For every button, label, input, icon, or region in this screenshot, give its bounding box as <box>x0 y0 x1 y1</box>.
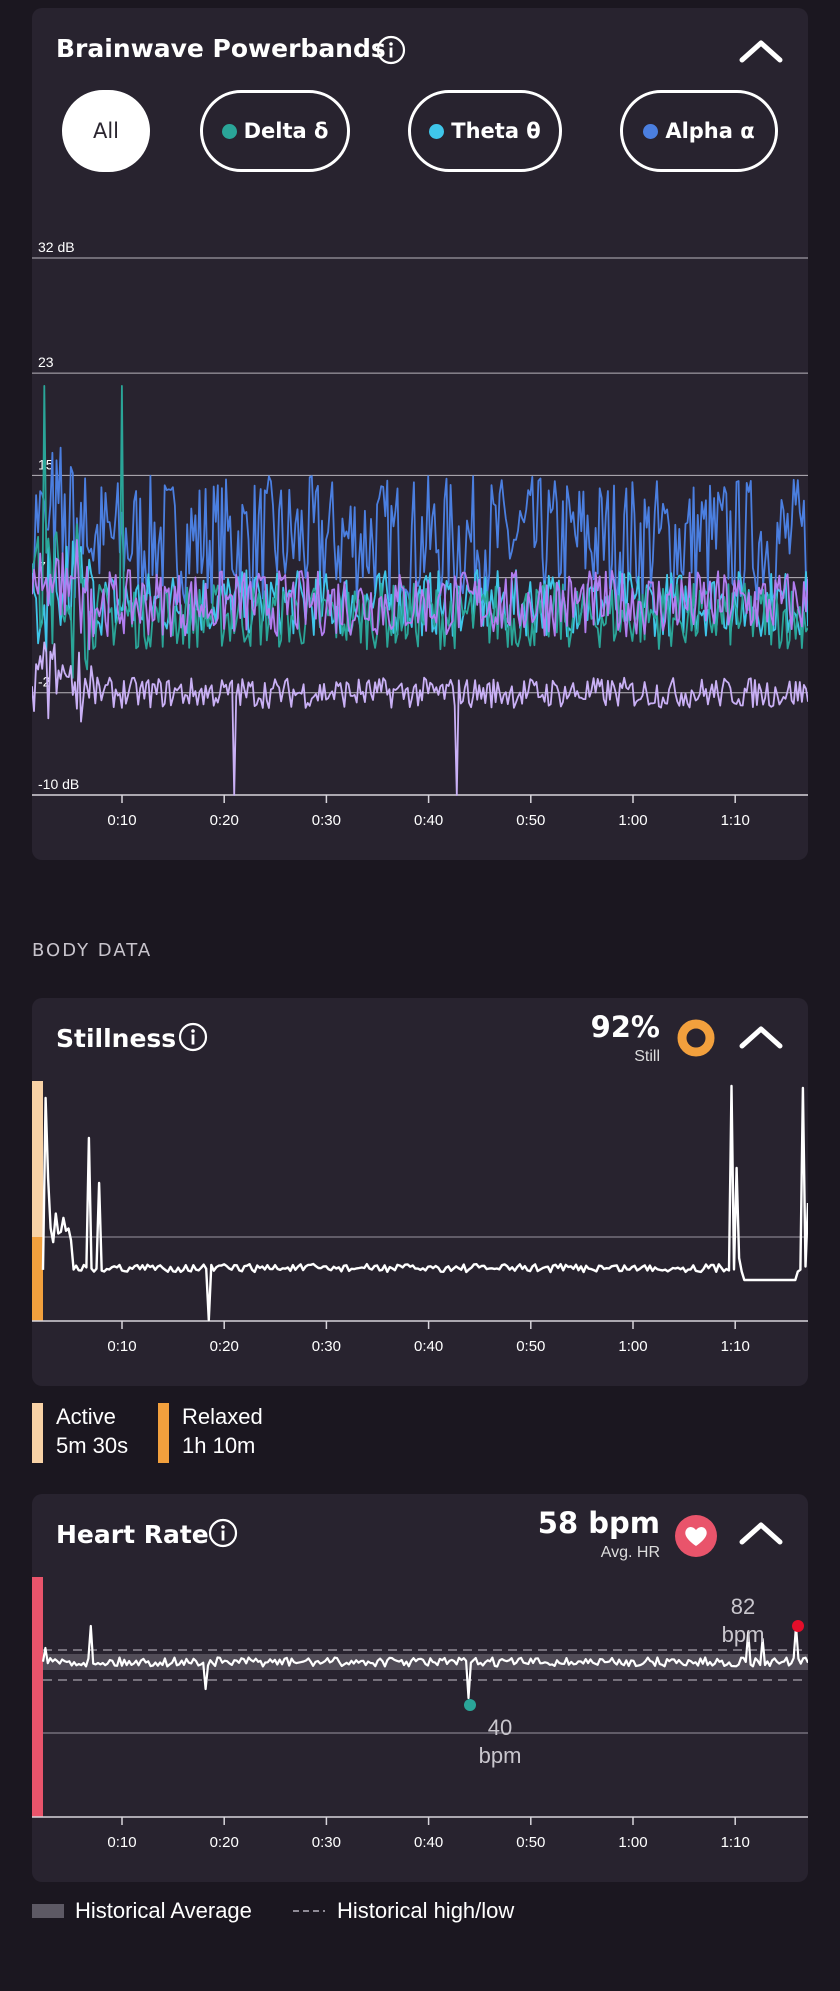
stillness-caption: Still <box>634 1048 660 1065</box>
info-icon[interactable] <box>178 1022 208 1052</box>
theta-dot <box>429 123 445 139</box>
historical-high-low-swatch <box>293 1910 325 1912</box>
max-hr-unit: bpm <box>722 1622 765 1647</box>
relaxed-band <box>32 1237 43 1321</box>
heart-icon <box>675 1515 717 1557</box>
historical-average-label: Historical Average <box>75 1898 252 1923</box>
stillness-percent: 92% <box>590 1010 660 1044</box>
historical-high-low-label: Historical high/low <box>337 1898 515 1923</box>
chevron-up-icon[interactable] <box>738 38 784 64</box>
heart-rate-avg-caption: Avg. HR <box>600 1544 660 1561</box>
x-tick-label: 0:10 <box>107 812 136 829</box>
body-data-heading: BODY DATA <box>32 940 153 961</box>
x-tick-label: 1:00 <box>618 1338 647 1355</box>
alpha-dot <box>643 123 659 139</box>
heart-rate-line <box>41 1624 808 1700</box>
y-tick-label: 32 dB <box>38 239 75 255</box>
legend-active-label: Active <box>56 1404 116 1429</box>
x-tick-label: 0:30 <box>312 1834 341 1851</box>
heart-rate-card: Heart Rate 58 bpm Avg. HR 82 bpm 40 bpm … <box>32 1494 808 1882</box>
x-tick-label: 1:00 <box>618 1834 647 1851</box>
brainwave-series-line <box>32 446 808 604</box>
x-tick-label: 0:20 <box>210 1834 239 1851</box>
x-tick-label: 0:30 <box>312 1338 341 1355</box>
x-tick-label: 1:10 <box>721 1834 750 1851</box>
min-hr-value: 40 <box>488 1715 512 1740</box>
y-tick-label: 23 <box>38 354 54 370</box>
x-tick-label: 0:20 <box>210 1338 239 1355</box>
stillness-line <box>41 1084 808 1322</box>
x-tick-label: 1:00 <box>618 812 647 829</box>
stillness-card: Stillness 92% Still 0:10 0:20 0:30 0:40 0:50… <box>32 998 808 1386</box>
legend-relaxed-value: 1h 10m <box>182 1433 256 1458</box>
heart-rate-band <box>32 1577 43 1817</box>
x-tick-label: 0:40 <box>414 1834 443 1851</box>
filter-theta[interactable]: Theta θ <box>408 90 562 172</box>
filter-alpha[interactable]: Alpha α <box>620 90 778 172</box>
legend-relaxed-label: Relaxed <box>182 1404 263 1429</box>
filter-label: Alpha α <box>665 119 755 143</box>
filter-label: Delta δ <box>243 119 329 143</box>
min-hr-unit: bpm <box>479 1743 522 1768</box>
x-tick-label: 0:40 <box>414 812 443 829</box>
min-hr-marker <box>464 1699 476 1711</box>
filter-label: All <box>92 119 120 143</box>
legend-relaxed-swatch <box>158 1403 169 1463</box>
x-tick-label: 0:50 <box>516 1834 545 1851</box>
stillness-ring-icon <box>677 1019 715 1057</box>
heart-rate-title: Heart Rate <box>56 1520 209 1549</box>
filter-label: Theta θ <box>451 119 541 143</box>
x-tick-label: 0:50 <box>516 1338 545 1355</box>
stillness-title: Stillness <box>56 1024 177 1053</box>
x-tick-label: 0:50 <box>516 812 545 829</box>
active-band <box>32 1081 43 1237</box>
info-icon[interactable] <box>208 1518 238 1548</box>
x-tick-label: 0:40 <box>414 1338 443 1355</box>
filter-delta[interactable]: Delta δ <box>200 90 350 172</box>
stillness-chart: 0:10 0:20 0:30 0:40 0:50 1:00 1:10 <box>32 1081 808 1355</box>
info-icon[interactable] <box>376 35 406 65</box>
filter-all[interactable]: All <box>62 90 150 172</box>
heart-rate-avg: 58 bpm <box>537 1506 660 1540</box>
delta-dot <box>221 123 237 139</box>
brainwave-series-line <box>32 641 808 796</box>
historical-average-swatch <box>32 1904 64 1918</box>
max-hr-marker <box>792 1620 804 1632</box>
x-tick-label: 1:10 <box>721 1338 750 1355</box>
brainwave-series-line <box>32 539 808 651</box>
legend-active-swatch <box>32 1403 43 1463</box>
x-tick-label: 0:10 <box>107 1834 136 1851</box>
y-tick-label: -10 dB <box>38 776 79 792</box>
x-tick-label: 0:10 <box>107 1338 136 1355</box>
x-tick-label: 0:20 <box>210 812 239 829</box>
brainwave-card: Brainwave Powerbands All Delta δ Theta θ… <box>32 8 808 860</box>
heart-rate-chart: 82 bpm 40 bpm 0:10 0:20 0:30 0:40 0:50 1:00 1:… <box>32 1577 808 1851</box>
legend-active-value: 5m 30s <box>56 1433 129 1458</box>
chevron-up-icon[interactable] <box>738 1024 784 1050</box>
x-tick-label: 1:10 <box>721 812 750 829</box>
x-tick-label: 0:30 <box>312 812 341 829</box>
max-hr-value: 82 <box>731 1594 755 1619</box>
chevron-up-icon[interactable] <box>738 1520 784 1546</box>
brainwave-title: Brainwave Powerbands <box>56 34 386 63</box>
